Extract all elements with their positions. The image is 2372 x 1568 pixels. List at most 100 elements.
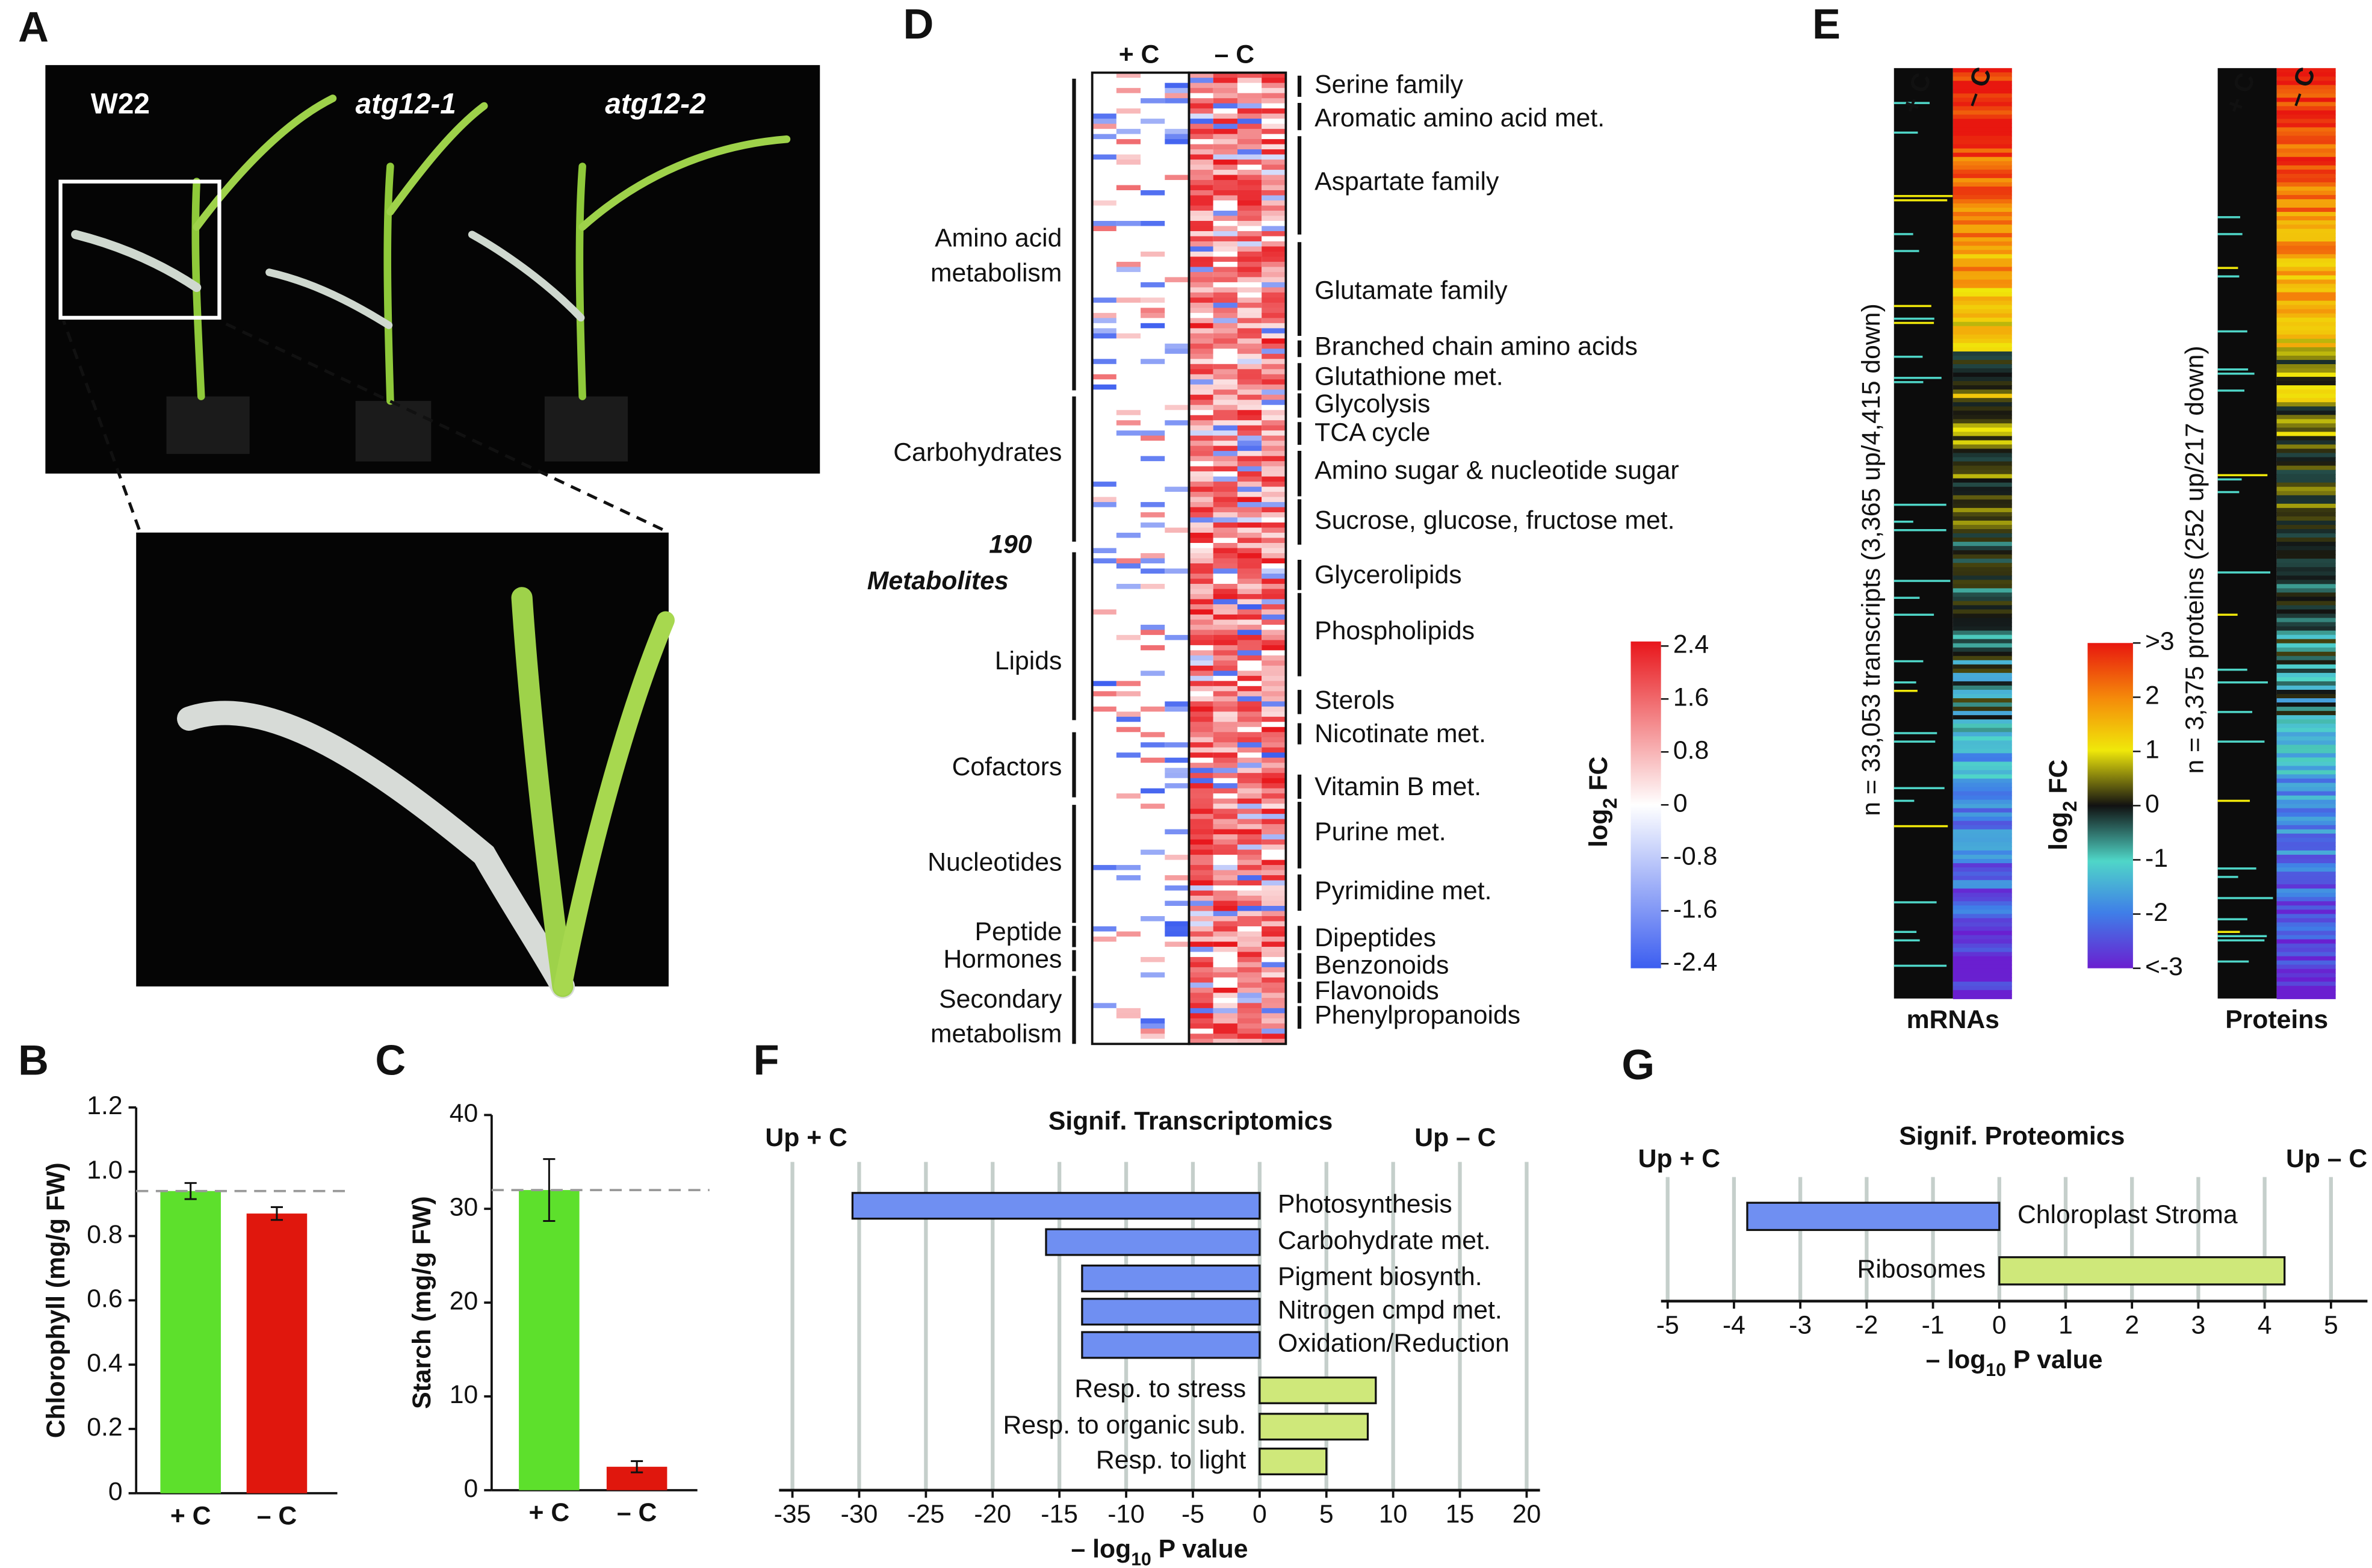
heatmap-cell [1213, 164, 1237, 170]
heatmap-cell [1237, 675, 1262, 682]
heatmap-stripe [2276, 626, 2336, 631]
heatmap-cell [1116, 767, 1141, 773]
heatmap-cell [1262, 767, 1286, 773]
y-tick-label: 0.2 [87, 1413, 122, 1442]
heatmap-cell [1213, 527, 1237, 533]
heatmap-cell [1141, 855, 1165, 861]
heatmap-cell [1189, 93, 1213, 99]
heatmap-stripe [1894, 317, 1934, 320]
heatmap-cell [1116, 113, 1141, 119]
heatmap-cell [1213, 144, 1237, 150]
heatmap-cell [1141, 798, 1165, 804]
heatmap-cell [1189, 384, 1213, 390]
heatmap-cell [1141, 430, 1165, 436]
heatmap-cell [1237, 410, 1262, 416]
heatmap-cell [1262, 890, 1286, 896]
heatmap-stripe [1952, 377, 2012, 382]
heatmap-stripe [1952, 72, 2012, 78]
colorbar-tick-label: 0 [1673, 789, 1688, 817]
zoom-plant [177, 587, 675, 999]
heatmap-stripe [2276, 398, 2336, 403]
heatmap-stripe [2276, 711, 2336, 716]
heatmap-cell [1141, 497, 1165, 503]
heatmap-cell [1237, 972, 1262, 978]
y-tick-label: 0.8 [87, 1220, 122, 1249]
heatmap-cell [1116, 742, 1141, 748]
heatmap-cell [1189, 553, 1213, 559]
heatmap-cell [1165, 962, 1189, 968]
heatmap-cell [1213, 563, 1237, 569]
heatmap-stripe [2276, 812, 2336, 817]
heatmap-cell [1141, 686, 1165, 692]
heatmap-cell [1262, 318, 1286, 324]
heatmap-cell [1213, 231, 1237, 237]
heatmap-cell [1237, 931, 1262, 937]
x-axis-label-part: – log [1071, 1535, 1132, 1564]
heatmap-cell [1092, 946, 1116, 953]
heatmap-stripe [2276, 182, 2336, 187]
heatmap-stripe [2276, 884, 2336, 890]
heatmap-cell [1092, 353, 1116, 360]
heatmap-cell [1237, 364, 1262, 370]
heatmap-stripe [2276, 68, 2336, 73]
heatmap-cell [1237, 103, 1262, 109]
heatmap-cell [1213, 185, 1237, 191]
heatmap-stripe [1952, 152, 2012, 158]
heatmap-cell [1141, 819, 1165, 825]
heatmap-stripe [2276, 808, 2336, 813]
heatmap-cell [1262, 619, 1286, 625]
heatmap-stripe [1952, 419, 2012, 424]
heatmap-stripe [1952, 855, 2012, 860]
heatmap-cell [1116, 349, 1141, 355]
heatmap-cell [1116, 778, 1141, 784]
heatmap-stripe [2276, 550, 2336, 556]
heatmap-cell [1165, 282, 1189, 288]
heatmap-column [1894, 68, 1953, 999]
heatmap-cell [1262, 737, 1286, 743]
heatmap-cell [1262, 374, 1286, 380]
heatmap-cell [1262, 277, 1286, 283]
heatmap-cell [1165, 896, 1189, 902]
heatmap-stripe [1952, 766, 2012, 771]
heatmap-cell [1189, 982, 1213, 988]
heatmap-cell [1165, 855, 1189, 861]
heatmap-cell [1141, 619, 1165, 625]
heatmap-stripe [2276, 76, 2336, 82]
heatmap-cell [1189, 318, 1213, 324]
heatmap-cell [1092, 716, 1116, 723]
column-label: + C [1119, 40, 1160, 69]
heatmap-cell [1213, 675, 1237, 682]
heatmap-stripe [1952, 939, 2012, 944]
colorbar-label: log2 FC [2045, 760, 2081, 851]
heatmap-cell [1092, 200, 1116, 206]
heatmap-cell [1237, 987, 1262, 994]
bar-label: Photosynthesis [1278, 1190, 1452, 1219]
heatmap-cell [1165, 139, 1189, 145]
heatmap-stripe [2276, 677, 2336, 682]
heatmap-cell [1262, 1033, 1286, 1040]
heatmap-stripe [2276, 419, 2336, 424]
heatmap-cell [1213, 706, 1237, 713]
y-tick-label: 0 [108, 1477, 123, 1506]
heatmap-cell [1116, 123, 1141, 129]
heatmap-stripe [1952, 841, 2012, 847]
heatmap-cell [1165, 543, 1189, 549]
heatmap-cell [1141, 941, 1165, 947]
heatmap-stripe [2276, 373, 2336, 378]
heatmap-cell [1165, 88, 1189, 94]
heatmap-cell [1237, 896, 1262, 902]
heatmap-cell [1116, 793, 1141, 799]
heatmap-stripe [2276, 81, 2336, 86]
heatmap-cell [1213, 512, 1237, 518]
heatmap-cell [1141, 517, 1165, 523]
heatmap-stripe [2276, 131, 2336, 137]
heatmap-cell [1237, 1008, 1262, 1014]
heatmap-cell [1262, 1008, 1286, 1014]
heatmap-cell [1165, 763, 1189, 769]
heatmap-cell [1092, 711, 1116, 717]
heatmap-cell [1141, 701, 1165, 707]
heatmap-stripe [2276, 140, 2336, 145]
heatmap-stripe [2276, 559, 2336, 564]
heatmap-cell [1116, 139, 1141, 145]
heatmap-cell [1116, 706, 1141, 713]
